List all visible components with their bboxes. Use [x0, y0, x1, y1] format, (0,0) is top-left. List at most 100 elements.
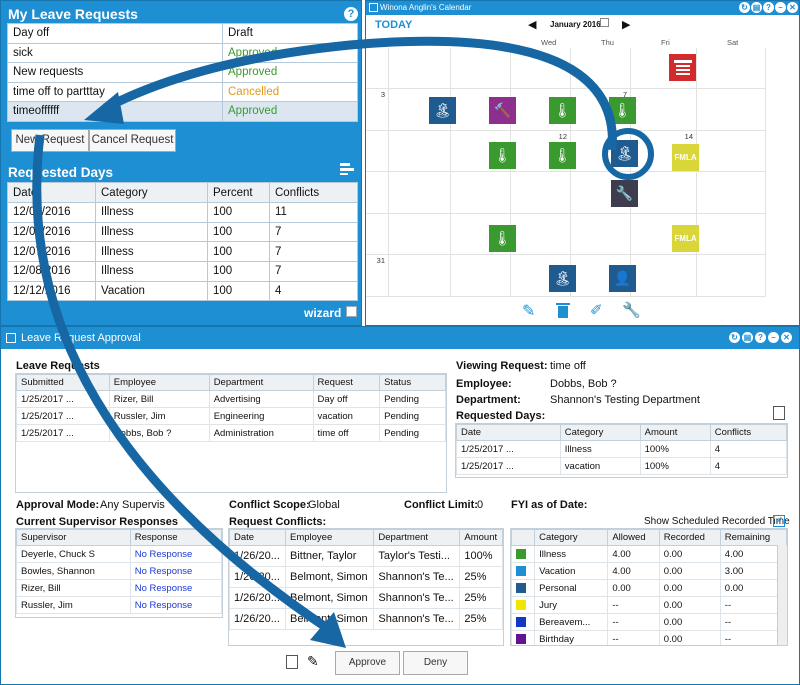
notes-icon[interactable] — [286, 655, 298, 669]
column-header[interactable]: Request — [312, 374, 381, 391]
print-icon[interactable]: ▤ — [742, 332, 753, 343]
fyi-row[interactable]: Personal 0.00 0.00 0.00 — [511, 579, 787, 597]
illness-event-icon[interactable]: 🌡 — [549, 142, 576, 169]
column-header[interactable]: Amount — [459, 529, 503, 546]
minimize-icon[interactable]: – — [775, 2, 786, 13]
column-header[interactable]: Status — [379, 374, 446, 391]
calendar-day-cell[interactable] — [389, 172, 451, 214]
column-header[interactable]: Date — [7, 182, 96, 203]
calendar-day-cell[interactable] — [697, 255, 766, 297]
calendar-day-cell[interactable] — [697, 48, 766, 89]
column-header[interactable]: Employee — [108, 374, 210, 391]
prev-month-icon[interactable]: ◀ — [528, 19, 537, 31]
calendar-day-cell[interactable] — [366, 214, 389, 255]
fmla-event-icon[interactable]: FMLA — [672, 225, 699, 252]
calendar-day-cell[interactable] — [389, 48, 451, 89]
new-request-button[interactable]: New Request — [11, 129, 89, 152]
column-header[interactable]: Date — [229, 529, 286, 546]
column-header[interactable]: Remaining — [719, 529, 787, 546]
calendar-day-cell[interactable] — [697, 131, 766, 172]
next-month-icon[interactable]: ▶ — [622, 19, 631, 31]
jury-event-icon[interactable]: 🔨 — [489, 97, 516, 124]
fyi-row[interactable]: Jury -- 0.00 -- — [511, 596, 787, 614]
trash-icon[interactable] — [556, 302, 570, 318]
leave-request-row[interactable]: 1/25/2017 ... Russler, Jim Engineering vaca… — [16, 407, 446, 425]
column-header[interactable]: Department — [208, 374, 314, 391]
column-header[interactable]: Department — [373, 529, 461, 546]
calendar-day-cell[interactable]: 3 — [366, 89, 389, 131]
column-header[interactable] — [511, 529, 536, 546]
requested-day-row[interactable]: 12/05/2016 Illness 100 11 — [7, 202, 358, 223]
deny-button[interactable]: Deny — [403, 651, 468, 675]
illness-event-icon[interactable]: 🌡 — [489, 142, 516, 169]
column-header[interactable]: Recorded — [658, 529, 721, 546]
fyi-row[interactable]: Birthday -- 0.00 -- — [511, 630, 787, 645]
fyi-row[interactable]: Bereavem... -- 0.00 -- — [511, 613, 787, 631]
supervisor-row[interactable]: Rizer, Bill No Response — [16, 579, 223, 597]
column-header[interactable]: Allowed — [607, 529, 660, 546]
column-header[interactable]: Conflicts — [709, 424, 788, 441]
tool-event-icon[interactable]: 🔧 — [611, 180, 638, 207]
column-header[interactable]: Category — [534, 529, 609, 546]
edit-icon[interactable]: ✐ — [590, 302, 603, 319]
calendar-day-cell[interactable] — [631, 89, 697, 131]
illness-event-icon[interactable]: 🌡 — [489, 225, 516, 252]
leave-request-row[interactable]: 1/25/2017 ... Robbs, Bob ? Administration t… — [16, 424, 446, 442]
calendar-day-cell[interactable] — [571, 48, 631, 89]
conflict-row[interactable]: 1/26/20... Bittner, Taylor Taylor's Testi.… — [229, 545, 503, 567]
pencil-icon[interactable]: ✎ — [522, 303, 536, 320]
requested-day-row[interactable]: 12/07/2016 Illness 100 7 — [7, 241, 358, 263]
show-scheduled-checkbox[interactable]: ✓ — [773, 515, 785, 527]
calendar-picker-icon[interactable] — [600, 18, 609, 27]
column-header[interactable]: Category — [95, 182, 208, 203]
supervisor-row[interactable]: Deyerle, Chuck S No Response — [16, 545, 223, 563]
document-icon[interactable] — [773, 406, 785, 420]
supervisor-row[interactable]: Russler, Jim No Response — [16, 596, 223, 614]
leave-request-row[interactable]: New requests Approved — [7, 62, 358, 83]
wizard-checkbox[interactable] — [346, 306, 357, 317]
flag-event-icon[interactable] — [669, 54, 696, 81]
minimize-icon[interactable]: – — [768, 332, 779, 343]
illness-event-icon[interactable]: 🌡 — [549, 97, 576, 124]
calendar-day-cell[interactable] — [631, 48, 697, 89]
calendar-day-cell[interactable] — [631, 172, 697, 214]
help-icon[interactable]: ? — [763, 2, 774, 13]
calendar-day-cell[interactable] — [366, 48, 389, 89]
conflict-row[interactable]: 1/26/20... Belmont, Simon Shannon's Te... 2… — [229, 566, 503, 588]
calendar-day-cell[interactable]: 31 — [366, 255, 389, 297]
illness-event-icon[interactable]: 🌡 — [609, 97, 636, 124]
calendar-day-cell[interactable] — [451, 172, 511, 214]
calendar-day-cell[interactable] — [697, 172, 766, 214]
column-header[interactable]: Supervisor — [16, 529, 131, 546]
calendar-day-cell[interactable] — [571, 214, 631, 255]
conflict-row[interactable]: 1/26/20... Belmont, Simon Shannon's Te... 2… — [229, 587, 503, 609]
today-button[interactable]: TODAY — [375, 19, 413, 31]
calendar-day-cell[interactable] — [366, 131, 389, 172]
calendar-day-cell[interactable] — [511, 48, 571, 89]
leave-request-row[interactable]: 1/25/2017 ... Rizer, Bill Advertising Day o… — [16, 390, 446, 408]
calendar-day-cell[interactable] — [451, 48, 511, 89]
export-icon[interactable] — [339, 162, 355, 176]
requested-day-row[interactable]: 12/08/2016 Illness 100 7 — [7, 261, 358, 282]
calendar-day-cell[interactable] — [389, 131, 451, 172]
refresh-icon[interactable]: ↻ — [739, 2, 750, 13]
column-header[interactable]: Employee — [284, 529, 375, 546]
requested-day-row[interactable]: 12/12/2016 Vacation 100 4 — [7, 280, 358, 302]
column-header[interactable]: Percent — [207, 182, 270, 203]
cancel-request-button[interactable]: Cancel Request — [89, 129, 176, 152]
approve-button[interactable]: Approve — [335, 651, 400, 675]
calendar-day-cell[interactable] — [366, 172, 389, 214]
column-header[interactable]: Conflicts — [269, 182, 358, 203]
leave-request-row[interactable]: timeoffffff Approved — [7, 101, 358, 122]
fyi-scrollbar[interactable] — [777, 545, 787, 645]
conflict-row[interactable]: 1/26/20... Belmont, Simon Shannon's Te... 2… — [229, 608, 503, 630]
person-event-icon[interactable]: 👤 — [609, 265, 636, 292]
fyi-row[interactable]: Vacation 4.00 0.00 3.00 — [511, 562, 787, 580]
leave-request-row[interactable]: Day off Draft — [7, 23, 358, 44]
print-icon[interactable]: ▤ — [751, 2, 762, 13]
calendar-day-cell[interactable] — [697, 214, 766, 255]
calendar-day-cell[interactable] — [451, 255, 511, 297]
calendar-day-cell[interactable] — [631, 255, 697, 297]
refresh-icon[interactable]: ↻ — [729, 332, 740, 343]
column-header[interactable]: Submitted — [16, 374, 110, 391]
